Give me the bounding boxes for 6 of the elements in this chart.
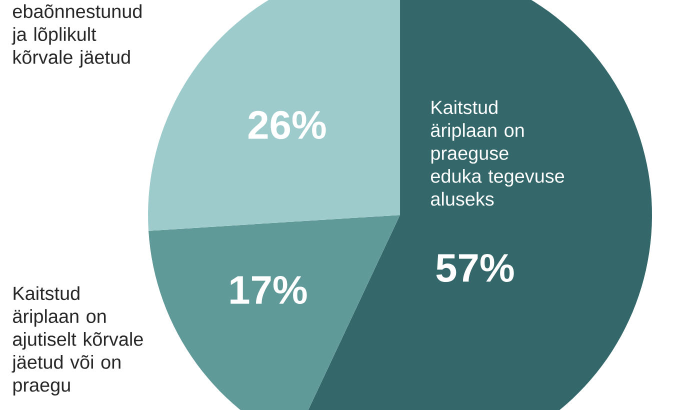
data-label: 26% [248, 110, 326, 140]
slice-label: ebaõnnestunud ja lõplikult kõrvale jäetud [12, 4, 142, 68]
data-label: 17% [230, 276, 307, 304]
data-label: 57% [436, 254, 514, 282]
slice-label: Kaitstud äriplaan on praeguse eduka tegevuse aluseks [431, 100, 564, 206]
slice-label: Kaitstud äriplaan on ajutiselt kõrvale jäetud või on praegu [12, 286, 143, 396]
